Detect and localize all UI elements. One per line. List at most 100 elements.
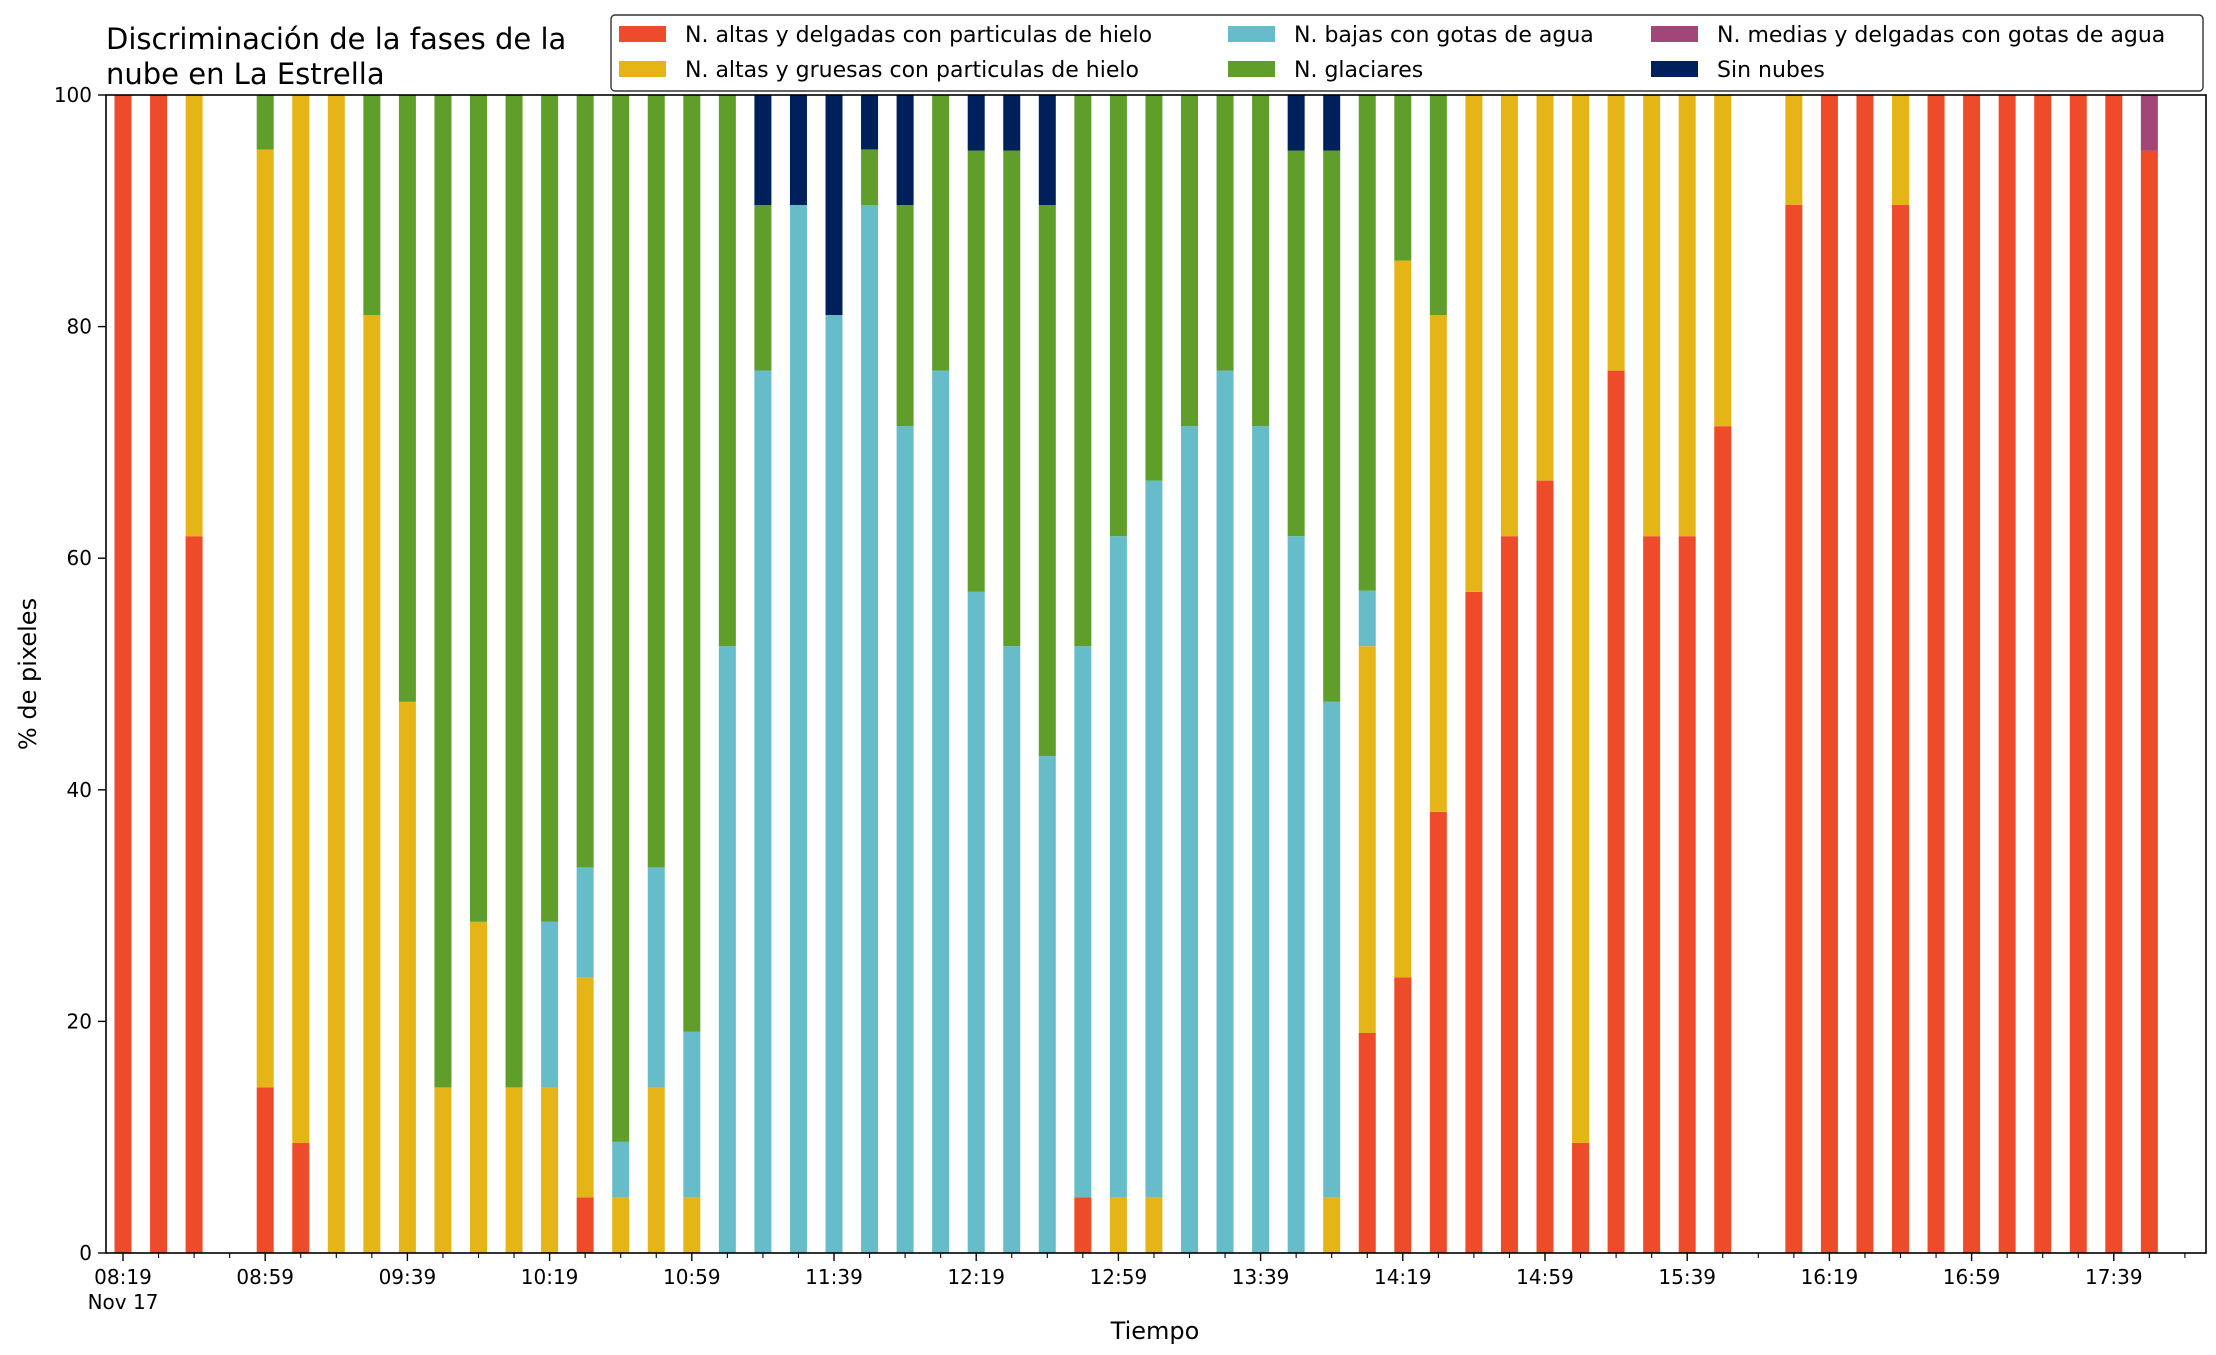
x-tick-label-1019: 10:19 — [521, 1265, 579, 1289]
legend-swatch-sin_nubes — [1651, 61, 1698, 77]
bar-segment-1359-altas_gruesas — [1323, 1197, 1341, 1253]
bar-segment-1319-glaciares — [1181, 95, 1198, 427]
bar-segment-1449-altas_delgadas — [1500, 536, 1518, 1253]
bar-segment-1639-altas_delgadas — [1892, 205, 1909, 1253]
bar-segment-1239-sin_nubes — [1038, 95, 1056, 206]
bar-segment-0839-altas_gruesas — [185, 95, 203, 537]
bar-segment-1519-altas_gruesas — [1607, 95, 1625, 371]
y-tick-label-80: 80 — [67, 315, 92, 339]
legend: N. altas y delgadas con particulas de hi… — [610, 14, 2204, 92]
bar-segment-1059-altas_gruesas — [683, 1197, 701, 1253]
bar-segment-0859-altas_delgadas — [256, 1087, 274, 1253]
y-axis: 0 20 40 60 80 100 — [54, 83, 106, 1265]
bar-segment-0929-glaciares — [363, 95, 381, 316]
bar-segment-1009-glaciares — [505, 95, 523, 1088]
bar-segment-1159-glaciares — [896, 205, 914, 427]
bar-segment-1459-altas_gruesas — [1536, 95, 1554, 481]
bar-segment-1329-bajas — [1216, 370, 1234, 1254]
x-tick-label-0859: 08:59 — [236, 1265, 294, 1289]
bar-segment-1149-bajas — [861, 205, 879, 1253]
x-tick-label-0819: 08:19 — [94, 1265, 152, 1289]
bar-segment-1349-bajas — [1287, 536, 1305, 1253]
bar-segment-1149-glaciares — [861, 149, 879, 206]
bar-segment-1539-altas_delgadas — [1678, 536, 1696, 1253]
legend-swatch-altas_gruesas — [619, 61, 666, 77]
legend-label-sin_nubes: Sin nubes — [1717, 58, 1825, 83]
x-tick-label-1259: 12:59 — [1090, 1265, 1148, 1289]
bar-segment-0959-altas_gruesas — [470, 921, 487, 1253]
bar-segment-1749-medias — [2140, 95, 2158, 151]
bar-segment-1039-glaciares — [612, 95, 630, 1142]
bar-segment-1249-altas_delgadas — [1074, 1197, 1092, 1253]
y-axis-label: % de pixeles — [14, 598, 42, 750]
bar-segment-0949-glaciares — [434, 95, 452, 1088]
y-tick-label-20: 20 — [67, 1009, 92, 1033]
plot-frame — [105, 94, 2207, 1254]
legend-label-altas_gruesas: N. altas y gruesas con particulas de hie… — [685, 58, 1139, 83]
bar-segment-0819-altas_delgadas — [114, 95, 132, 1253]
bar-segment-1019-glaciares — [541, 95, 559, 922]
bar-segment-1209-glaciares — [932, 95, 950, 371]
x-tick-label-0939: 09:39 — [379, 1265, 437, 1289]
bar-segment-1529-altas_gruesas — [1643, 95, 1661, 537]
bar-segment-1349-glaciares — [1287, 150, 1305, 537]
bar-segment-1229-bajas — [1003, 646, 1021, 1253]
bar-segment-1739-altas_delgadas — [2105, 95, 2123, 1253]
bar-segment-1109-glaciares — [718, 95, 736, 647]
bar-segment-1409-altas_gruesas — [1358, 646, 1376, 1033]
legend-label-bajas: N. bajas con gotas de agua — [1294, 23, 1594, 48]
chart-title-line-1: Discriminación de la fases de la — [106, 22, 566, 56]
x-tick-label-1619: 16:19 — [1801, 1265, 1859, 1289]
bar-segment-0949-altas_gruesas — [434, 1087, 452, 1253]
bar-segment-1259-altas_gruesas — [1109, 1197, 1127, 1253]
y-tick-label-60: 60 — [67, 546, 92, 570]
y-tick-label-0: 0 — [79, 1241, 92, 1265]
x-tick-label-1339: 13:39 — [1232, 1265, 1290, 1289]
bar-segment-1049-glaciares — [647, 95, 665, 868]
bar-segment-1429-altas_delgadas — [1429, 811, 1447, 1253]
bar-segment-1259-bajas — [1109, 536, 1127, 1198]
bar-segment-1159-bajas — [896, 426, 914, 1253]
bar-segment-1219-glaciares — [967, 150, 985, 592]
bar-segment-1419-altas_delgadas — [1394, 977, 1412, 1253]
x-tick-label-1539: 15:39 — [1658, 1265, 1716, 1289]
bar-segment-1509-altas_gruesas — [1572, 95, 1590, 1143]
bar-segment-1249-glaciares — [1074, 95, 1092, 647]
bar-segment-1029-altas_gruesas — [576, 977, 594, 1198]
bar-segment-0959-glaciares — [470, 95, 487, 922]
bar-segment-1339-glaciares — [1252, 95, 1270, 427]
x-tick-label-1459: 14:59 — [1516, 1265, 1574, 1289]
bar-segment-1239-glaciares — [1038, 205, 1056, 757]
legend-label-altas_delgadas: N. altas y delgadas con particulas de hi… — [685, 23, 1152, 48]
bar-segment-1039-altas_gruesas — [612, 1197, 630, 1253]
bar-segment-0929-altas_gruesas — [363, 315, 381, 1253]
bar-segment-1039-bajas — [612, 1141, 630, 1198]
bar-segment-1709-altas_delgadas — [1998, 95, 2016, 1253]
bar-segment-1359-glaciares — [1323, 150, 1341, 702]
bar-segment-1419-altas_gruesas — [1394, 260, 1412, 978]
bar-segment-1609-altas_delgadas — [1785, 205, 1803, 1253]
bar-segment-0859-glaciares — [256, 95, 274, 150]
bar-segment-1129-bajas — [789, 205, 807, 1253]
bar-segment-1539-altas_gruesas — [1678, 95, 1696, 537]
bar-segment-0909-altas_gruesas — [292, 95, 310, 1143]
bar-segment-1309-altas_gruesas — [1145, 1197, 1163, 1253]
bar-segment-1229-sin_nubes — [1003, 95, 1021, 151]
bar-segment-1609-altas_gruesas — [1785, 95, 1803, 206]
bar-segment-1639-altas_gruesas — [1892, 95, 1909, 206]
bar-segment-1109-bajas — [718, 646, 736, 1253]
bar-segment-1139-bajas — [825, 315, 843, 1253]
bar-segment-1439-altas_gruesas — [1465, 95, 1483, 592]
bar-segment-0909-altas_delgadas — [292, 1142, 310, 1253]
bar-segment-1409-bajas — [1358, 590, 1376, 647]
bar-segment-1529-altas_delgadas — [1643, 536, 1661, 1253]
x-tick-label-1419: 14:19 — [1374, 1265, 1432, 1289]
bar-segment-0939-altas_gruesas — [398, 701, 416, 1253]
bar-segment-1119-sin_nubes — [754, 95, 772, 206]
bar-segment-1149-sin_nubes — [861, 95, 879, 150]
bar-segment-1029-bajas — [576, 867, 594, 978]
bar-segment-1719-altas_delgadas — [2034, 95, 2052, 1253]
bar-segment-1649-altas_delgadas — [1927, 95, 1945, 1253]
x-axis: 08:19 08:59 09:39 10:19 10:59 11:39 12:19 12:59… — [88, 1253, 2186, 1314]
x-axis-label: Tiempo — [1110, 1317, 1200, 1345]
